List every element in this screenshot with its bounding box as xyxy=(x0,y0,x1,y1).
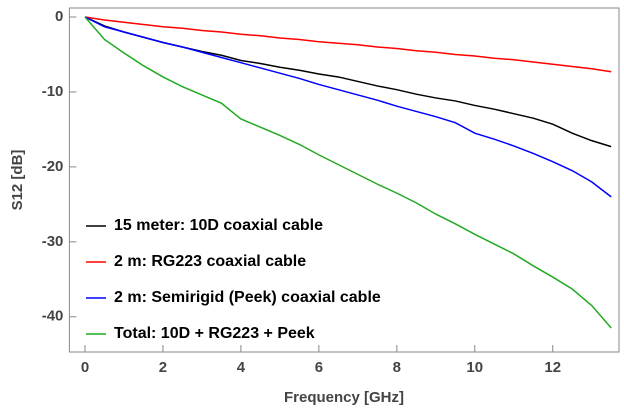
y-tick-label: -10 xyxy=(42,83,64,100)
x-tick-label: 4 xyxy=(237,359,246,376)
x-tick-label: 6 xyxy=(315,359,323,376)
legend-label: 2 m: RG223 coaxial cable xyxy=(114,253,306,270)
y-tick-label: -30 xyxy=(42,233,64,250)
series-line xyxy=(84,16,612,148)
series-line xyxy=(84,16,612,198)
y-tick-label: -40 xyxy=(42,308,64,325)
plot-frame xyxy=(68,7,620,353)
x-tick-label: 10 xyxy=(466,359,483,376)
y-tick-label: -20 xyxy=(42,158,64,175)
x-tick-label: 0 xyxy=(81,359,89,376)
series-line xyxy=(84,16,612,73)
x-tick-label: 2 xyxy=(159,359,167,376)
legend-label: 15 meter: 10D coaxial cable xyxy=(114,217,323,234)
legend-label: Total: 10D + RG223 + Peek xyxy=(114,325,315,342)
legend-label: 2 m: Semirigid (Peek) coaxial cable xyxy=(114,289,381,306)
x-tick-label: 12 xyxy=(544,359,561,376)
x-axis-label: Frequency [GHz] xyxy=(284,389,404,406)
y-axis-label: S12 [dB] xyxy=(9,150,26,211)
series-line xyxy=(84,16,612,329)
y-tick-label: 0 xyxy=(55,8,63,25)
x-tick-label: 8 xyxy=(393,359,401,376)
